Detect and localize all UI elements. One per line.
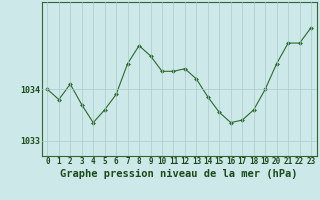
X-axis label: Graphe pression niveau de la mer (hPa): Graphe pression niveau de la mer (hPa) xyxy=(60,169,298,179)
